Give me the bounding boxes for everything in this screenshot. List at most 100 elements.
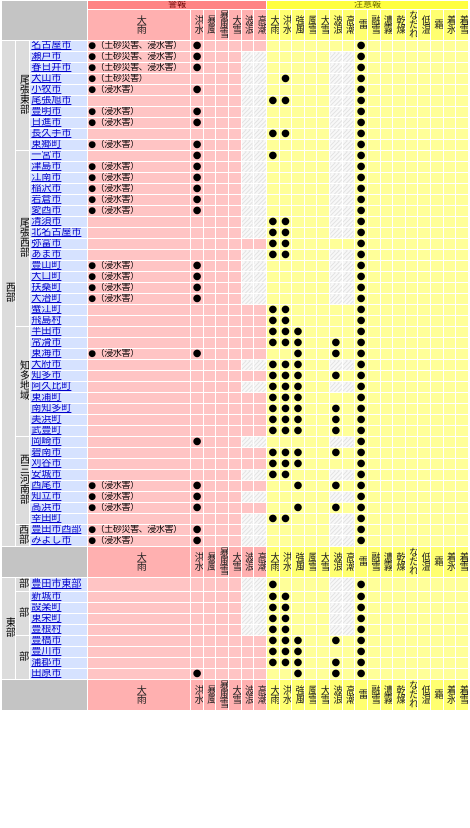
warning-cell — [87, 95, 192, 107]
advisory-cell: ● — [266, 128, 280, 140]
city-link[interactable]: 美浜町 — [31, 414, 62, 425]
city-link[interactable]: 新城市 — [31, 591, 62, 602]
city-link[interactable]: 高浜市 — [31, 502, 62, 513]
advisory-cell — [266, 348, 280, 360]
advisory-cell — [455, 260, 469, 272]
column-label: 波浪 — [330, 551, 342, 570]
city-link[interactable]: 瀬戸市 — [31, 51, 62, 62]
city-link[interactable]: 幸田町 — [31, 513, 62, 524]
city-link[interactable]: 東栄町 — [31, 613, 62, 624]
city-link[interactable]: 大口町 — [31, 271, 62, 282]
advisory-cell — [417, 293, 431, 305]
warning-cell — [202, 84, 217, 96]
city-link[interactable]: 設楽町 — [31, 602, 62, 613]
advisory-cell — [455, 469, 469, 481]
city-link[interactable]: 大府市 — [31, 359, 62, 370]
advisory-cell — [404, 172, 419, 184]
advisory-cell — [341, 359, 356, 371]
city-link[interactable]: 名古屋市 — [31, 40, 72, 51]
advisory-cell: ● — [266, 469, 280, 481]
city-link[interactable]: 田原市 — [31, 668, 62, 679]
city-link[interactable]: 刈谷市 — [31, 458, 62, 469]
warning-cell — [190, 646, 204, 658]
city-link[interactable]: 蒲郡市 — [31, 657, 62, 668]
city-link[interactable]: 豊橋市 — [31, 635, 62, 646]
advisory-cell — [404, 624, 419, 636]
advisory-cell — [429, 139, 444, 151]
warning-cell — [202, 172, 217, 184]
city-link[interactable]: 津島市 — [31, 161, 62, 172]
city-link[interactable]: 常滑市 — [31, 337, 62, 348]
city-link[interactable]: みよし市 — [31, 535, 72, 546]
city-link[interactable]: 豊山町 — [31, 260, 62, 271]
city-link[interactable]: 知多市 — [31, 370, 62, 381]
city-link[interactable]: 愛西市 — [31, 205, 62, 216]
city-link[interactable]: 飛島村 — [31, 315, 62, 326]
warning-cell — [228, 591, 242, 603]
warning-cell — [202, 326, 217, 338]
city-link[interactable]: あま市 — [31, 249, 62, 260]
warning-cell — [202, 392, 217, 404]
city-link[interactable]: 江南市 — [31, 172, 62, 183]
advisory-cell — [442, 238, 457, 250]
city-link[interactable]: 南知多町 — [31, 403, 72, 414]
city-link[interactable]: 岩倉市 — [31, 194, 62, 205]
city-link[interactable]: 北名古屋市 — [31, 227, 82, 238]
city-link[interactable]: 蟹江町 — [31, 304, 62, 315]
city-link[interactable]: 岡崎市 — [31, 436, 62, 447]
city-link[interactable]: 稲沢市 — [31, 183, 62, 194]
city-link[interactable]: 半田市 — [31, 326, 62, 337]
city-link[interactable]: 長久手市 — [31, 128, 72, 139]
advisory-cell: ● — [291, 646, 305, 658]
city-link[interactable]: 弥富市 — [31, 238, 62, 249]
city-link[interactable]: 小牧市 — [31, 84, 62, 95]
city-link[interactable]: 知立市 — [31, 491, 62, 502]
city-link[interactable]: 阿久比町 — [31, 381, 72, 392]
advisory-cell: ● — [291, 414, 305, 426]
city-link[interactable]: 清須市 — [31, 216, 62, 227]
city-link[interactable]: 東海市 — [31, 348, 62, 359]
city-link[interactable]: 豊田市東部 — [31, 578, 82, 590]
city-link[interactable]: 豊川市 — [31, 646, 62, 657]
city-cell: 大口町 — [29, 271, 89, 283]
advisory-cell — [341, 602, 356, 614]
advisory-cell — [429, 40, 444, 52]
city-row: 扶桑町 ●（浸水害） ● ● — [2, 282, 469, 294]
city-link[interactable]: 日進市 — [31, 117, 62, 128]
advisory-cell — [392, 216, 406, 228]
city-link[interactable]: 一宮市 — [31, 150, 62, 161]
city-link[interactable]: 碧南市 — [31, 447, 62, 458]
advisory-column-header: 低温 — [417, 9, 431, 41]
city-link[interactable]: 武豊町 — [31, 425, 62, 436]
advisory-cell — [366, 117, 381, 129]
region-name: 西部 — [3, 282, 15, 302]
city-cell: 一宮市 — [29, 150, 89, 162]
warning-cell: ●（浸水害） — [87, 293, 192, 305]
advisory-column-header: 乾燥 — [392, 9, 406, 41]
city-link[interactable]: 春日井市 — [31, 62, 72, 73]
city-link[interactable]: 豊根村 — [31, 624, 62, 635]
warning-cell — [240, 425, 255, 437]
advisory-cell — [429, 106, 444, 118]
advisory-cell — [392, 73, 406, 85]
city-link[interactable]: 尾張旭市 — [31, 95, 72, 106]
city-link[interactable]: 東郷町 — [31, 139, 62, 150]
advisory-cell — [329, 646, 343, 658]
advisory-cell — [291, 95, 305, 107]
city-link[interactable]: 扶桑町 — [31, 282, 62, 293]
city-link[interactable]: 犬山市 — [31, 73, 62, 84]
advisory-cell: ● — [354, 524, 368, 536]
advisory-cell: ● — [354, 591, 368, 603]
city-link[interactable]: 東浦町 — [31, 392, 62, 403]
city-link[interactable]: 豊田市西部 — [31, 524, 82, 535]
advisory-cell: ● — [278, 238, 293, 250]
advisory-cell — [316, 524, 331, 536]
advisory-cell: ● — [278, 469, 293, 481]
city-row: 武豊町 ● ● ● ● ● — [2, 425, 469, 437]
city-link[interactable]: 西尾市 — [31, 480, 62, 491]
city-link[interactable]: 大治町 — [31, 293, 62, 304]
city-link[interactable]: 豊明市 — [31, 106, 62, 117]
advisory-cell — [341, 635, 356, 647]
warning-cell — [215, 84, 230, 96]
city-link[interactable]: 安城市 — [31, 469, 62, 480]
